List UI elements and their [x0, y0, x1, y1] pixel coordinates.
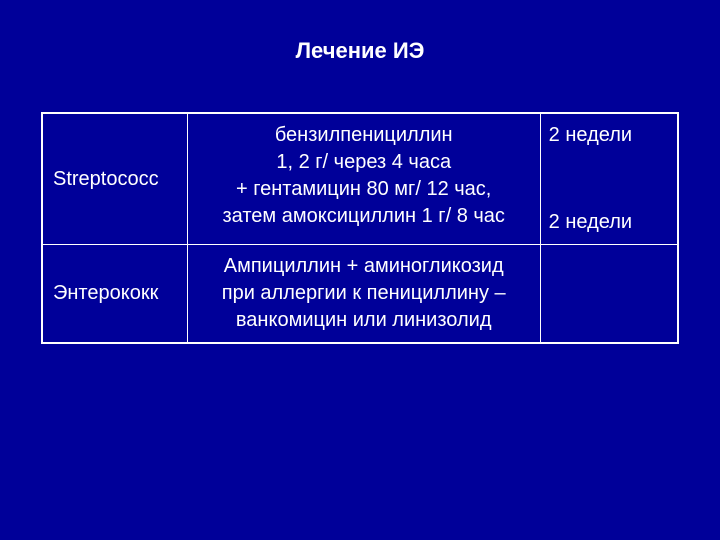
treatment-table: Streptococc бензилпенициллин 1, 2 г/ чер…: [41, 112, 679, 344]
page-title: Лечение ИЭ: [296, 38, 425, 64]
treatment-line: при аллергии к пенициллину –: [222, 282, 506, 304]
treatment-line: Ампициллин + аминогликозид: [224, 255, 504, 277]
treatment-cell: бензилпенициллин 1, 2 г/ через 4 часа + …: [187, 114, 540, 245]
duration-cell: 2 недели 2 недели: [540, 114, 677, 245]
treatment-line: затем амоксициллин 1 г/ 8 час: [223, 205, 505, 227]
treatment-line: + гентамицин 80 мг/ 12 час,: [236, 178, 491, 200]
duration-cell: [540, 245, 677, 343]
organism-cell: Streptococc: [43, 114, 188, 245]
table-row: Streptococc бензилпенициллин 1, 2 г/ чер…: [43, 114, 678, 245]
treatment-line: ванкомицин или линизолид: [236, 309, 492, 331]
organism-cell: Энтерококк: [43, 245, 188, 343]
duration-text: 2 недели: [549, 122, 667, 149]
treatment-line: 1, 2 г/ через 4 часа: [276, 151, 451, 173]
duration-text: 2 недели: [549, 209, 667, 236]
table-row: Энтерококк Ампициллин + аминогликозид пр…: [43, 245, 678, 343]
treatment-line: бензилпенициллин: [275, 124, 453, 146]
treatment-cell: Ампициллин + аминогликозид при аллергии …: [187, 245, 540, 343]
